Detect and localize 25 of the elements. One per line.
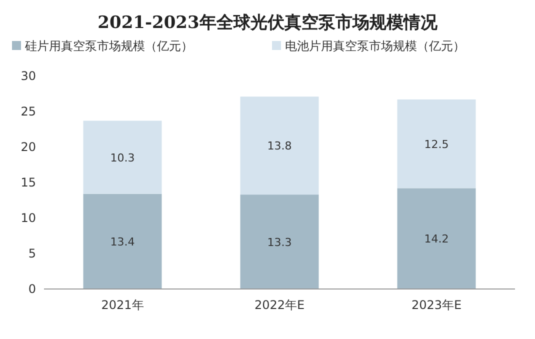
y-tick-label: 5 (28, 246, 36, 260)
bar (397, 188, 476, 289)
x-tick-label: 2023年E (411, 298, 462, 312)
y-tick-label: 0 (28, 282, 36, 296)
bar (240, 194, 319, 289)
data-label: 10.3 (110, 151, 135, 164)
y-tick-label: 20 (20, 140, 36, 154)
legend-label: 电池片用真空泵市场规模（亿元） (285, 39, 465, 53)
y-tick-label: 25 (20, 104, 36, 118)
x-tick-label: 2021年 (101, 298, 144, 312)
y-tick-label: 15 (20, 176, 36, 190)
data-label: 13.8 (267, 140, 292, 153)
data-label: 14.2 (424, 232, 449, 246)
y-tick-label: 10 (20, 211, 36, 225)
data-label: 12.5 (424, 138, 449, 151)
bar (83, 194, 162, 289)
x-tick-label: 2022年E (254, 298, 305, 312)
bar (397, 99, 476, 188)
legend-label: 硅片用真空泵市场规模（亿元） (24, 39, 193, 53)
data-label: 13.3 (267, 236, 292, 249)
bar (83, 120, 162, 194)
chart-title: 2021-2023年全球光伏真空泵市场规模情况 (98, 13, 438, 33)
bar (240, 96, 319, 195)
data-label: 13.4 (110, 235, 135, 248)
y-tick-label: 30 (20, 69, 36, 83)
